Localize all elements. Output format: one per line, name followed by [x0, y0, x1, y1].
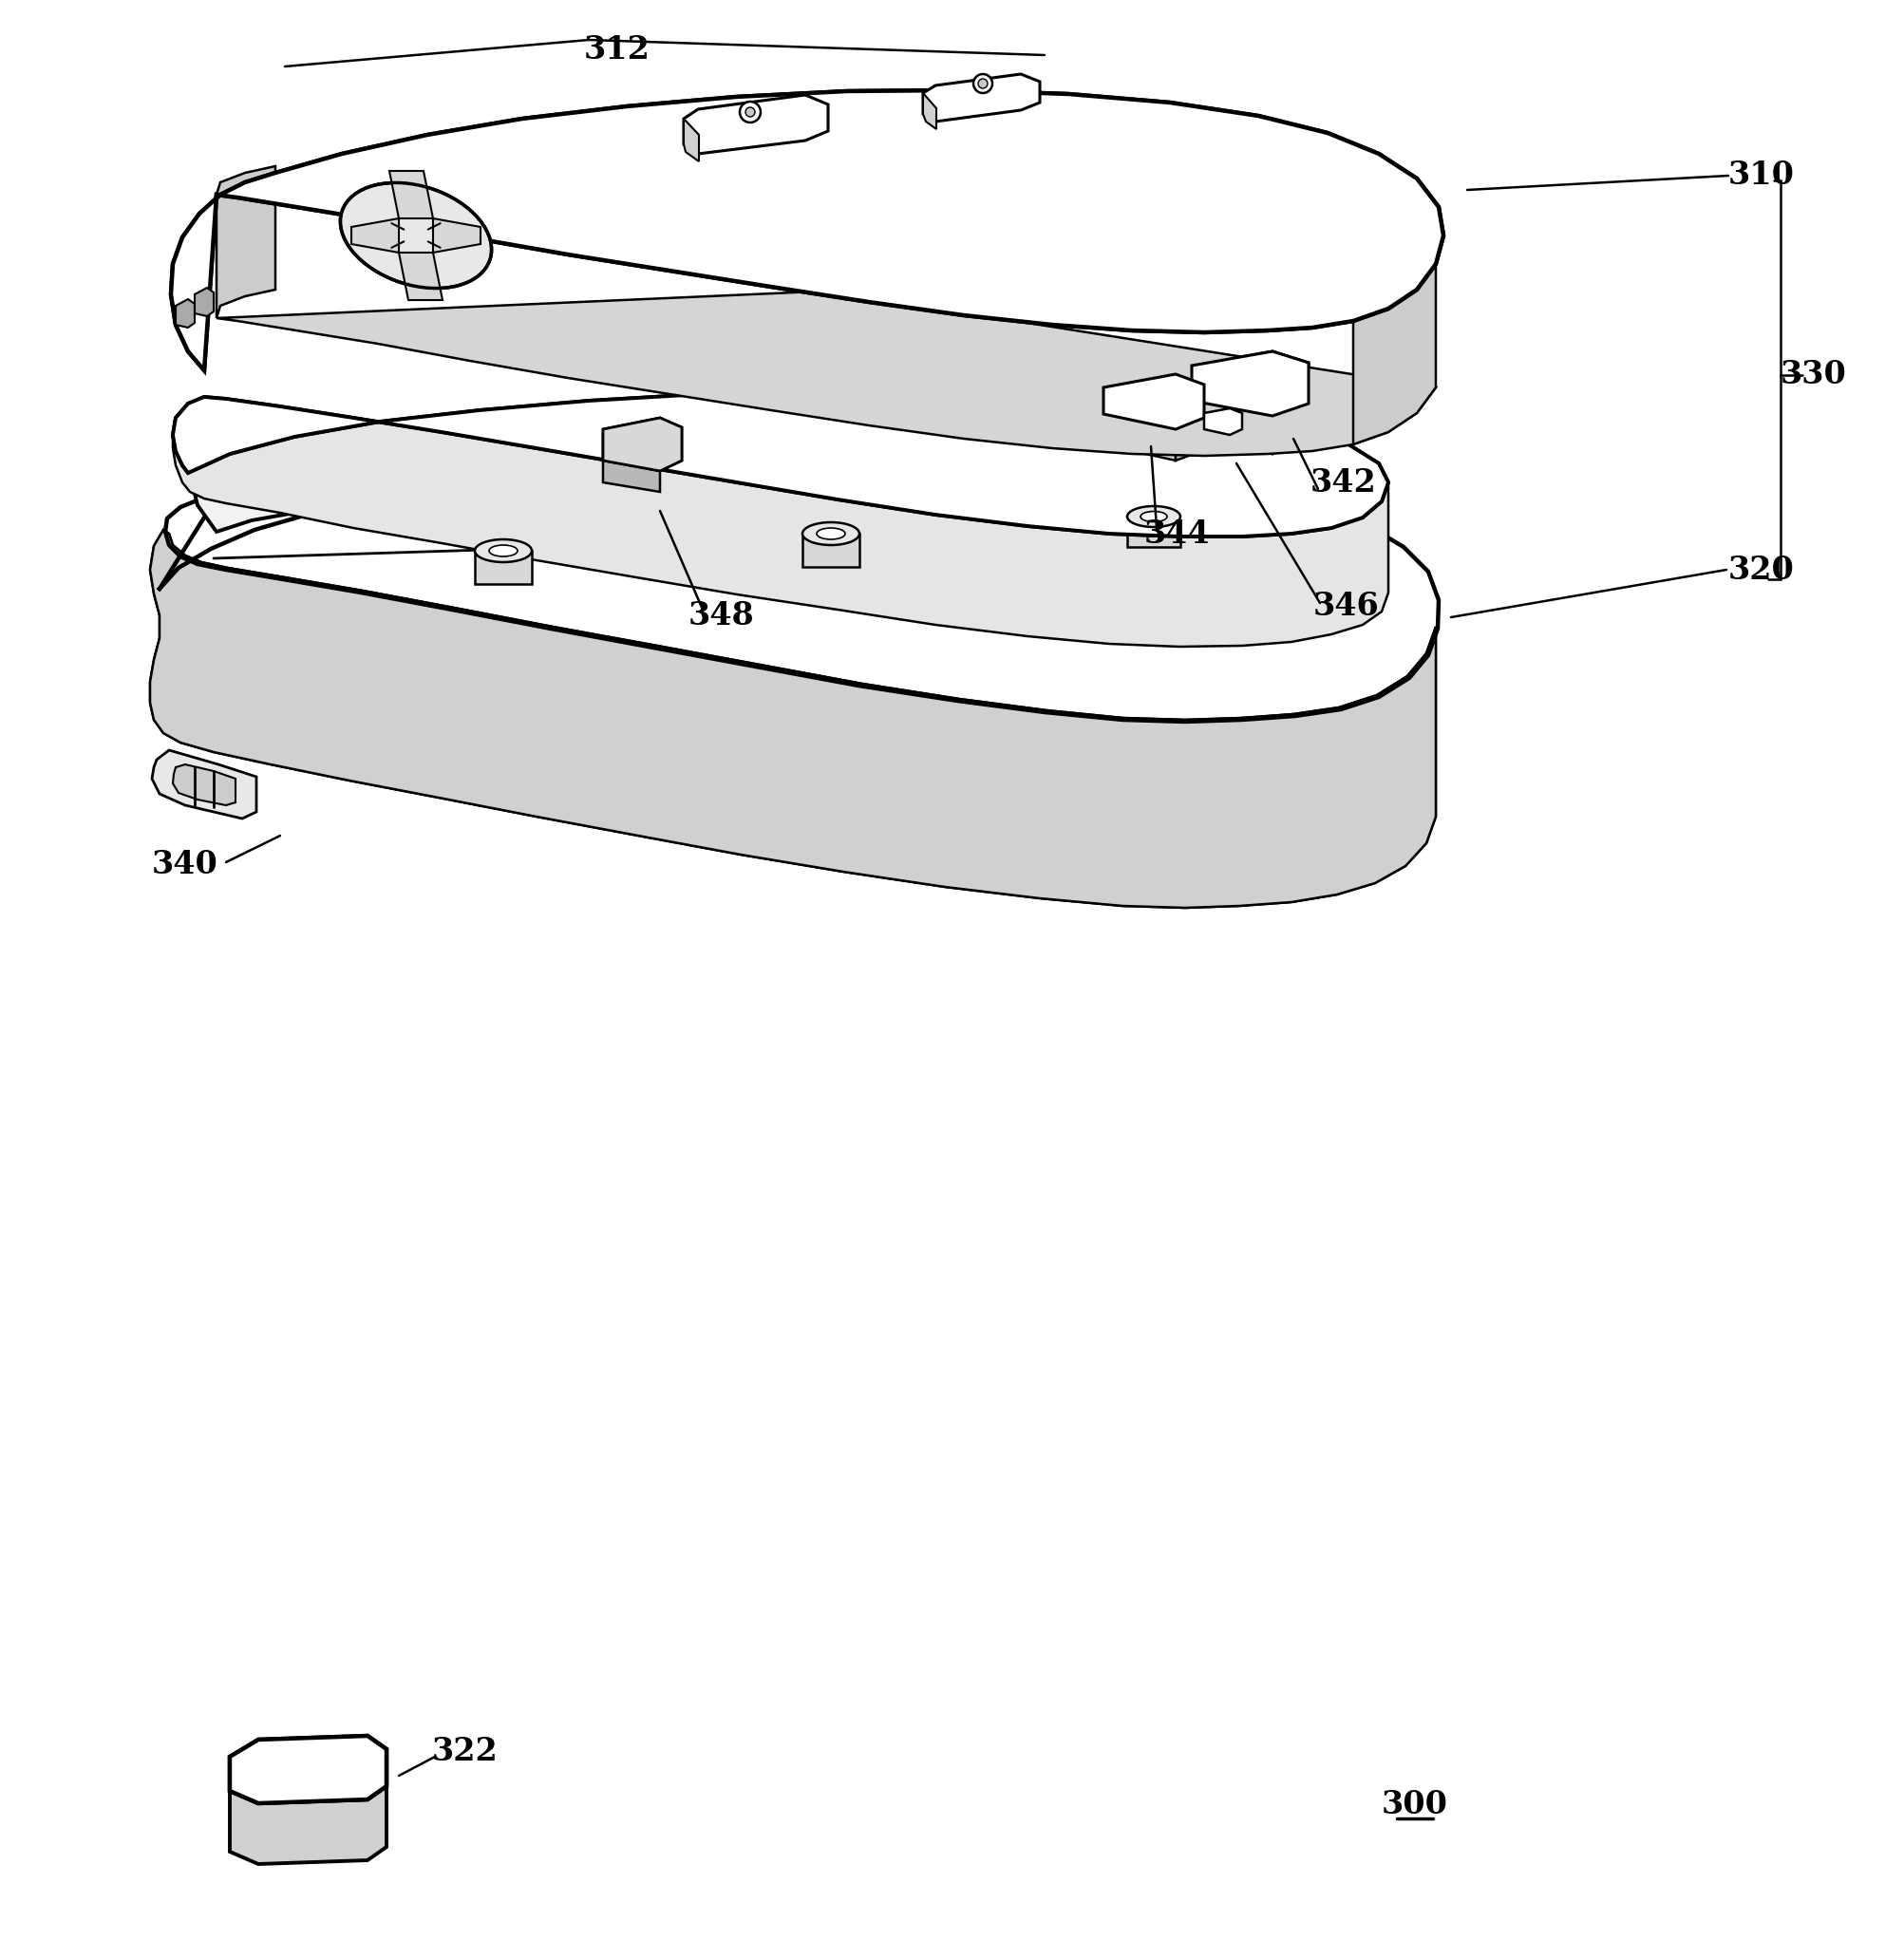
Text: 330: 330 — [1780, 359, 1847, 390]
Polygon shape — [802, 534, 859, 566]
Polygon shape — [1203, 407, 1241, 435]
Polygon shape — [173, 764, 236, 805]
Polygon shape — [173, 392, 1388, 646]
Polygon shape — [684, 118, 699, 161]
Circle shape — [746, 107, 756, 116]
Polygon shape — [194, 287, 213, 316]
Polygon shape — [173, 392, 1388, 537]
Polygon shape — [604, 417, 682, 471]
Polygon shape — [230, 1736, 387, 1804]
Polygon shape — [217, 167, 276, 318]
Polygon shape — [194, 483, 1363, 607]
Polygon shape — [171, 91, 1443, 371]
Circle shape — [973, 74, 992, 93]
Text: 320: 320 — [1729, 555, 1795, 586]
Polygon shape — [1192, 351, 1308, 415]
Polygon shape — [152, 751, 257, 819]
Circle shape — [741, 101, 762, 122]
Polygon shape — [150, 530, 1436, 908]
Polygon shape — [398, 252, 442, 301]
Polygon shape — [684, 95, 828, 153]
Polygon shape — [604, 417, 682, 471]
Text: 300: 300 — [1382, 1789, 1449, 1820]
Text: 312: 312 — [585, 33, 651, 66]
Ellipse shape — [817, 528, 845, 539]
Polygon shape — [1192, 402, 1272, 454]
Ellipse shape — [341, 182, 491, 289]
Polygon shape — [1203, 429, 1230, 448]
Circle shape — [979, 80, 988, 89]
Ellipse shape — [1140, 512, 1167, 522]
Text: 322: 322 — [432, 1736, 499, 1767]
Polygon shape — [217, 194, 1436, 456]
Polygon shape — [1104, 374, 1203, 429]
Text: 310: 310 — [1729, 159, 1795, 192]
Polygon shape — [474, 551, 531, 584]
Polygon shape — [923, 74, 1040, 122]
Polygon shape — [432, 219, 480, 252]
Polygon shape — [1354, 264, 1436, 444]
Polygon shape — [1127, 516, 1180, 547]
Polygon shape — [352, 219, 398, 252]
Polygon shape — [150, 530, 1436, 908]
Polygon shape — [604, 460, 661, 493]
Polygon shape — [173, 392, 1388, 537]
Polygon shape — [388, 171, 432, 219]
Polygon shape — [1104, 413, 1175, 460]
Text: 348: 348 — [689, 599, 754, 630]
Text: 346: 346 — [1314, 590, 1380, 621]
Polygon shape — [175, 299, 194, 328]
Ellipse shape — [1127, 506, 1180, 528]
Text: 344: 344 — [1144, 518, 1211, 549]
Text: 340: 340 — [152, 848, 219, 879]
Polygon shape — [1203, 407, 1241, 435]
Polygon shape — [230, 1736, 387, 1804]
Ellipse shape — [474, 539, 531, 563]
Polygon shape — [230, 1787, 387, 1864]
Polygon shape — [171, 91, 1443, 371]
Polygon shape — [1104, 374, 1203, 429]
Polygon shape — [1175, 417, 1203, 460]
Ellipse shape — [802, 522, 859, 545]
Text: 342: 342 — [1310, 468, 1377, 499]
Polygon shape — [1272, 404, 1308, 454]
Polygon shape — [1192, 351, 1308, 415]
Ellipse shape — [489, 545, 518, 557]
Polygon shape — [923, 93, 937, 130]
